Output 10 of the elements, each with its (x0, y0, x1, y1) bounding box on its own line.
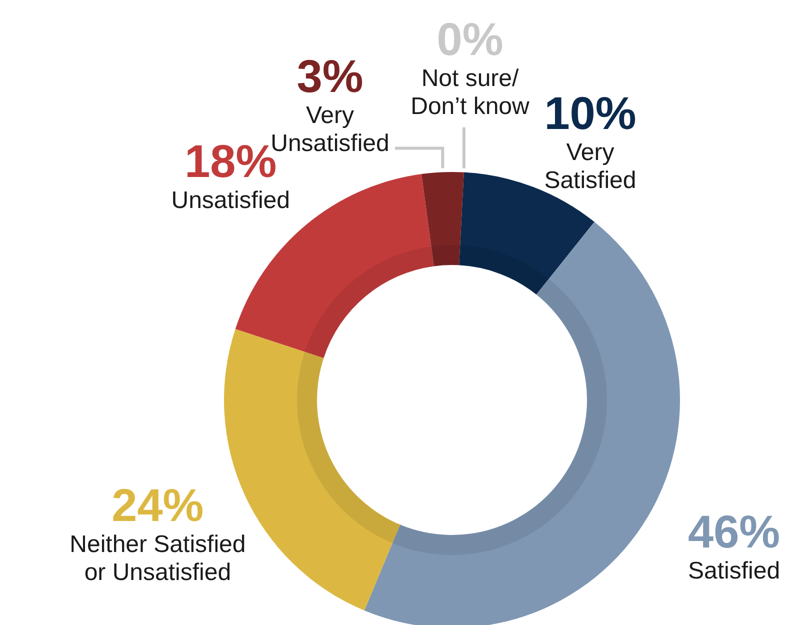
donut-slice (421, 172, 464, 266)
slice-label: Satisfied (688, 558, 780, 585)
data-label: 10% (544, 86, 636, 139)
category-label: Not sure/ Don’t know (410, 65, 530, 120)
slice-label: Neither Satisfied or Unsatisfied (70, 530, 246, 586)
slice-label: Unsatisfied (171, 187, 290, 214)
data-label: 46% (688, 506, 780, 558)
slice-label: Very Satisfied (544, 138, 636, 194)
data-label: 24% (112, 478, 204, 531)
data-label: 3% (296, 50, 364, 102)
